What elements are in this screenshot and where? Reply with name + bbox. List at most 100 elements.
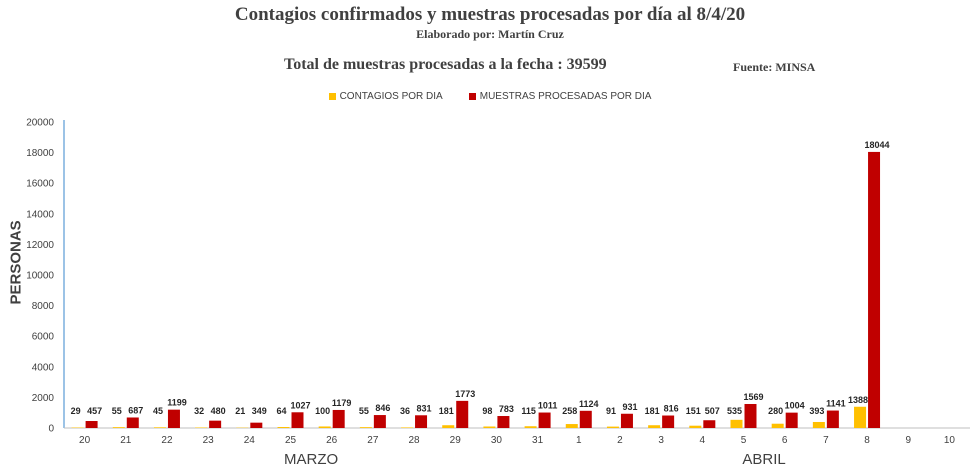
- chart-subtitle: Elaborado por: Martín Cruz: [416, 27, 564, 41]
- bar-muestras: [826, 410, 839, 428]
- bar-muestras: [497, 416, 510, 428]
- group-label-marzo: MARZO: [283, 451, 339, 468]
- data-label-contagios: 45: [153, 406, 163, 416]
- bar-muestras: [415, 415, 428, 428]
- bar-muestras: [209, 420, 222, 428]
- bar-muestras: [785, 412, 798, 428]
- data-label-muestras: 18044: [865, 140, 890, 150]
- data-label-contagios: 36: [400, 406, 410, 416]
- data-label-muestras: 783: [499, 404, 514, 414]
- legend-label-muestras: MUESTRAS PROCESADAS POR DIA: [479, 91, 652, 102]
- bar-contagios: [318, 426, 331, 428]
- x-tick-label: 1: [576, 435, 582, 446]
- data-label-contagios: 91: [606, 406, 616, 416]
- x-tick-label: 23: [203, 435, 215, 446]
- legend-item-contagios: CONTAGIOS POR DIA: [328, 91, 443, 102]
- y-tick-label: 16000: [26, 179, 54, 190]
- x-tick-label: 9: [905, 435, 911, 446]
- data-label-muestras: 846: [375, 403, 390, 413]
- x-tick-label: 10: [944, 435, 956, 446]
- y-tick-label: 8000: [32, 301, 55, 312]
- data-label-contagios: 55: [359, 406, 369, 416]
- y-tick-label: 0: [48, 424, 54, 435]
- data-label-contagios: 115: [521, 406, 536, 416]
- data-label-muestras: 816: [664, 404, 679, 414]
- data-label-contagios: 393: [809, 406, 824, 416]
- data-label-contagios: 98: [482, 406, 492, 416]
- bar-contagios: [606, 426, 619, 428]
- data-label-muestras: 1011: [538, 401, 558, 411]
- x-tick-label: 26: [326, 435, 338, 446]
- data-label-contagios: 181: [439, 406, 454, 416]
- bar-muestras: [579, 410, 592, 428]
- data-label-muestras: 1004: [785, 401, 805, 411]
- bar-contagios: [112, 427, 125, 428]
- data-label-muestras: 1569: [743, 392, 763, 402]
- y-tick-label: 18000: [26, 148, 54, 159]
- data-label-muestras: 931: [622, 402, 637, 412]
- bar-muestras: [868, 151, 881, 428]
- bar-muestras: [703, 420, 716, 428]
- bar-muestras: [538, 412, 551, 428]
- bar-muestras: [167, 409, 180, 428]
- data-label-contagios: 21: [235, 406, 245, 416]
- bar-muestras: [126, 417, 139, 428]
- data-label-contagios: 181: [645, 406, 660, 416]
- bar-contagios: [401, 427, 414, 428]
- x-tick-label: 7: [823, 435, 829, 446]
- bar-contagios: [442, 425, 455, 428]
- source-text: Fuente: MINSA: [733, 60, 816, 74]
- legend: CONTAGIOS POR DIA MUESTRAS PROCESADAS PO…: [0, 91, 980, 102]
- x-tick-label: 5: [741, 435, 747, 446]
- bar-contagios: [565, 424, 578, 428]
- y-tick-label: 6000: [32, 332, 55, 343]
- bar-contagios: [359, 427, 372, 428]
- x-tick-label: 25: [285, 435, 297, 446]
- data-label-muestras: 1773: [455, 389, 475, 399]
- legend-swatch-contagios: [328, 93, 336, 100]
- data-label-muestras: 1124: [579, 399, 599, 409]
- y-tick-label: 20000: [26, 118, 54, 129]
- data-label-contagios: 55: [112, 406, 122, 416]
- y-tick-label: 2000: [32, 393, 55, 404]
- data-label-muestras: 1179: [332, 398, 352, 408]
- data-label-contagios: 151: [686, 406, 701, 416]
- x-tick-label: 21: [120, 435, 132, 446]
- x-tick-label: 27: [367, 435, 379, 446]
- y-tick-label: 4000: [32, 362, 55, 373]
- bar-contagios: [153, 427, 166, 428]
- data-label-muestras: 1027: [290, 400, 310, 410]
- x-tick-label: 6: [782, 435, 788, 446]
- bar-contagios: [730, 419, 743, 428]
- x-tick-label: 8: [864, 435, 870, 446]
- x-tick-label: 4: [700, 435, 706, 446]
- x-tick-label: 31: [532, 435, 544, 446]
- bar-muestras: [620, 413, 633, 428]
- legend-item-muestras: MUESTRAS PROCESADAS POR DIA: [468, 91, 652, 102]
- legend-swatch-muestras: [468, 93, 476, 100]
- bar-contagios: [483, 426, 496, 428]
- bar-muestras: [744, 403, 757, 428]
- data-label-contagios: 32: [194, 406, 204, 416]
- bar-contagios: [277, 427, 290, 428]
- data-label-muestras: 480: [211, 406, 226, 416]
- data-label-contagios: 535: [727, 406, 742, 416]
- data-label-contagios: 64: [276, 406, 286, 416]
- data-label-muestras: 1199: [167, 398, 187, 408]
- bar-muestras: [373, 415, 386, 428]
- y-tick-label: 14000: [26, 209, 54, 220]
- data-label-muestras: 831: [417, 403, 432, 413]
- data-label-muestras: 687: [128, 405, 143, 415]
- bar-contagios: [524, 426, 537, 428]
- x-tick-label: 20: [79, 435, 91, 446]
- x-tick-label: 30: [491, 435, 503, 446]
- data-label-contagios: 100: [315, 406, 330, 416]
- data-label-muestras: 507: [705, 406, 720, 416]
- chart-title: Contagios confirmados y muestras procesa…: [234, 4, 746, 25]
- bar-muestras: [332, 409, 345, 428]
- y-tick-label: 12000: [26, 240, 54, 251]
- data-label-muestras: 1141: [826, 399, 846, 409]
- data-label-contagios: 258: [562, 406, 577, 416]
- bar-contagios: [648, 425, 661, 428]
